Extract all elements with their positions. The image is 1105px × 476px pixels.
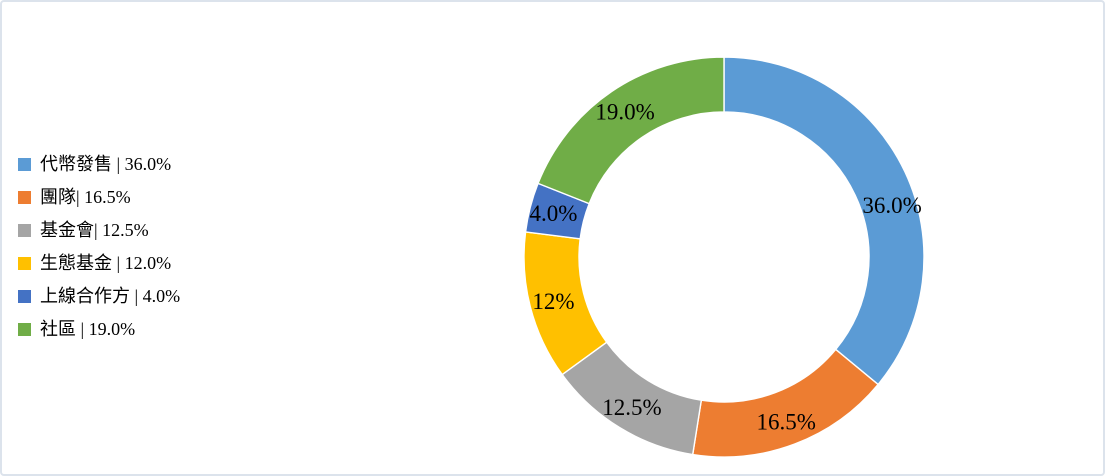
slice-data-label: 4.0% bbox=[530, 201, 578, 226]
legend-swatch-icon bbox=[18, 158, 31, 171]
legend-item: 社區 | 19.0% bbox=[18, 318, 180, 341]
legend-item-label: 團隊| 16.5% bbox=[40, 187, 131, 207]
legend-item-label: 代幣發售 | 36.0% bbox=[40, 154, 172, 174]
legend-item: 團隊| 16.5% bbox=[18, 186, 180, 209]
legend-item-label: 社區 | 19.0% bbox=[40, 319, 136, 339]
slice-data-label: 12% bbox=[532, 289, 574, 314]
legend-swatch-icon bbox=[18, 191, 31, 204]
slice-data-label: 19.0% bbox=[595, 99, 654, 124]
donut-chart-area: 36.0% 16.5% 12.5% 12% 4.0% 19.0% bbox=[519, 52, 929, 462]
legend-swatch-icon bbox=[18, 323, 31, 336]
donut-slice-1 bbox=[691, 348, 880, 458]
legend-swatch-icon bbox=[18, 290, 31, 303]
legend-item: 代幣發售 | 36.0% bbox=[18, 153, 180, 176]
slice-data-label: 36.0% bbox=[862, 193, 921, 218]
legend-item-label: 上線合作方 | 4.0% bbox=[40, 286, 181, 306]
slice-data-label: 12.5% bbox=[602, 395, 661, 420]
donut-chart: 36.0% 16.5% 12.5% 12% 4.0% 19.0% bbox=[523, 56, 925, 458]
chart-legend: 代幣發售 | 36.0% 團隊| 16.5% 基金會| 12.5% 生態基金 |… bbox=[18, 153, 180, 351]
legend-swatch-icon bbox=[18, 257, 31, 270]
donut-slice-5 bbox=[537, 56, 725, 205]
legend-item: 生態基金 | 12.0% bbox=[18, 252, 180, 275]
donut-slice-0 bbox=[723, 56, 925, 386]
legend-item: 上線合作方 | 4.0% bbox=[18, 285, 180, 308]
slice-data-label: 16.5% bbox=[756, 410, 815, 435]
legend-item: 基金會| 12.5% bbox=[18, 219, 180, 242]
legend-item-label: 基金會| 12.5% bbox=[40, 220, 149, 240]
legend-swatch-icon bbox=[18, 224, 31, 237]
legend-item-label: 生態基金 | 12.0% bbox=[40, 253, 172, 273]
